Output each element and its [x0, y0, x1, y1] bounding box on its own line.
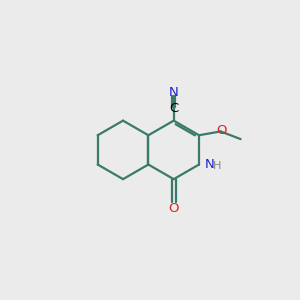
Text: O: O — [216, 124, 226, 137]
Text: N: N — [204, 158, 214, 171]
Text: H: H — [213, 161, 221, 171]
Text: N: N — [169, 86, 178, 99]
Text: O: O — [168, 202, 179, 215]
Text: C: C — [169, 102, 178, 116]
